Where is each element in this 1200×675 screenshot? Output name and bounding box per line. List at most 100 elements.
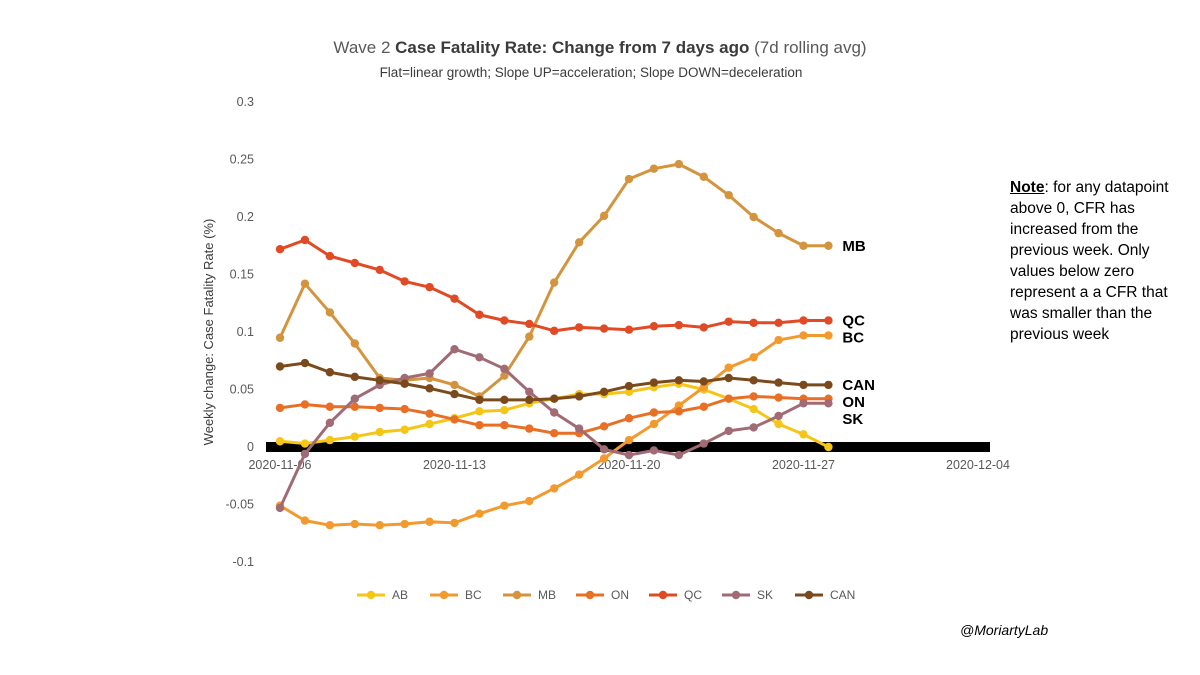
data-point-ab — [500, 406, 509, 415]
data-point-qc — [375, 265, 384, 275]
data-point-ab — [624, 387, 634, 396]
data-point-bc — [550, 484, 559, 493]
data-point-qc — [774, 318, 783, 327]
x-tick-label: 2020-12-04 — [946, 458, 1010, 472]
data-point-qc — [799, 316, 808, 325]
data-point-can — [375, 376, 384, 385]
data-point-bc — [749, 353, 758, 362]
data-point-mb — [799, 241, 808, 250]
data-point-sk — [525, 387, 534, 396]
data-point-can — [574, 392, 584, 401]
data-point-ab — [350, 432, 359, 441]
data-point-qc — [624, 325, 634, 334]
data-point-can — [475, 395, 484, 405]
y-tick-label: 0.05 — [230, 383, 254, 397]
legend-label-ab: AB — [392, 588, 408, 602]
data-point-qc — [699, 323, 708, 332]
y-axis-ticks: 0.3 0.25 0.2 0.15 0.1 0.05 0 -0.05 -0.1 — [226, 95, 255, 569]
data-point-can — [699, 377, 708, 386]
data-point-mb — [674, 159, 684, 169]
data-point-qc — [475, 310, 484, 319]
data-point-ab — [774, 419, 783, 429]
data-point-sk — [325, 418, 335, 428]
data-point-qc — [500, 316, 509, 325]
data-point-on — [450, 415, 459, 424]
data-point-bc — [774, 335, 783, 345]
data-point-bc — [450, 518, 459, 528]
data-point-bc — [674, 401, 684, 410]
data-point-bc — [624, 435, 634, 445]
data-point-bc — [574, 470, 584, 479]
y-tick-label: 0.1 — [237, 325, 254, 339]
note-body: : for any datapoint above 0, CFR has inc… — [1010, 179, 1169, 343]
data-point-mb — [724, 190, 733, 200]
data-point-ab — [425, 419, 434, 429]
end-label-on: ON — [842, 394, 865, 411]
data-point-can — [425, 384, 434, 393]
data-point-ab — [375, 427, 384, 437]
x-axis-ticks: 2020-11-06 2020-11-13 2020-11-20 2020-11-27… — [248, 458, 1010, 472]
data-point-on — [674, 407, 684, 416]
y-tick-label: 0 — [247, 440, 254, 454]
legend-label-can: CAN — [830, 588, 855, 602]
data-point-can — [550, 394, 559, 403]
y-tick-label: 0.15 — [230, 268, 254, 282]
series-bc — [275, 331, 833, 530]
series-can — [275, 358, 833, 405]
title-suffix: (7d rolling avg) — [749, 38, 866, 57]
data-point-on — [774, 393, 783, 402]
data-point-bc — [325, 521, 335, 530]
data-point-qc — [400, 277, 409, 286]
data-point-on — [699, 402, 708, 411]
credit-handle: @MoriartyLab — [960, 622, 1049, 638]
x-tick-label: 2020-11-20 — [597, 458, 660, 472]
data-point-sk — [699, 439, 708, 448]
y-tick-label: 0.25 — [230, 153, 254, 167]
data-point-can — [674, 376, 684, 385]
data-point-on — [724, 394, 733, 403]
data-point-mb — [599, 211, 609, 221]
data-point-sk — [475, 353, 484, 362]
data-point-sk — [724, 426, 733, 436]
data-point-mb — [824, 241, 833, 250]
data-point-sk — [275, 503, 285, 513]
data-point-qc — [425, 282, 434, 292]
data-point-on — [375, 403, 384, 413]
legend-swatch-marker-sk — [731, 590, 741, 600]
title-prefix: Wave 2 — [333, 38, 395, 57]
end-label-bc: BC — [842, 330, 864, 347]
data-point-sk — [799, 399, 808, 408]
data-point-on — [550, 429, 559, 438]
data-point-can — [624, 381, 634, 391]
data-point-mb — [624, 174, 634, 184]
legend: AB BC MB ON QC SK CAN — [357, 588, 855, 602]
data-point-mb — [325, 308, 335, 317]
data-point-qc — [749, 318, 758, 327]
data-point-bc — [400, 519, 409, 529]
data-point-mb — [500, 371, 509, 380]
data-point-mb — [525, 332, 534, 341]
data-point-mb — [350, 339, 359, 348]
data-point-can — [400, 379, 409, 388]
data-point-mb — [574, 238, 584, 247]
end-label-qc: QC — [842, 313, 865, 330]
data-point-bc — [599, 454, 609, 463]
data-point-bc — [649, 419, 659, 429]
data-point-can — [824, 380, 833, 390]
data-point-sk — [674, 450, 684, 460]
data-point-bc — [300, 516, 310, 525]
data-point-sk — [400, 373, 409, 383]
data-point-ab — [300, 439, 310, 448]
end-label-mb: MB — [842, 238, 865, 255]
series-sk — [275, 345, 833, 513]
data-point-ab — [799, 430, 808, 439]
data-point-qc — [574, 323, 584, 332]
title-bold: Case Fatality Rate: Change from 7 days a… — [395, 38, 749, 57]
data-point-can — [799, 380, 808, 390]
legend-label-on: ON — [611, 588, 629, 602]
data-point-on — [475, 420, 484, 430]
data-point-ab — [475, 407, 484, 416]
data-point-can — [749, 376, 758, 385]
